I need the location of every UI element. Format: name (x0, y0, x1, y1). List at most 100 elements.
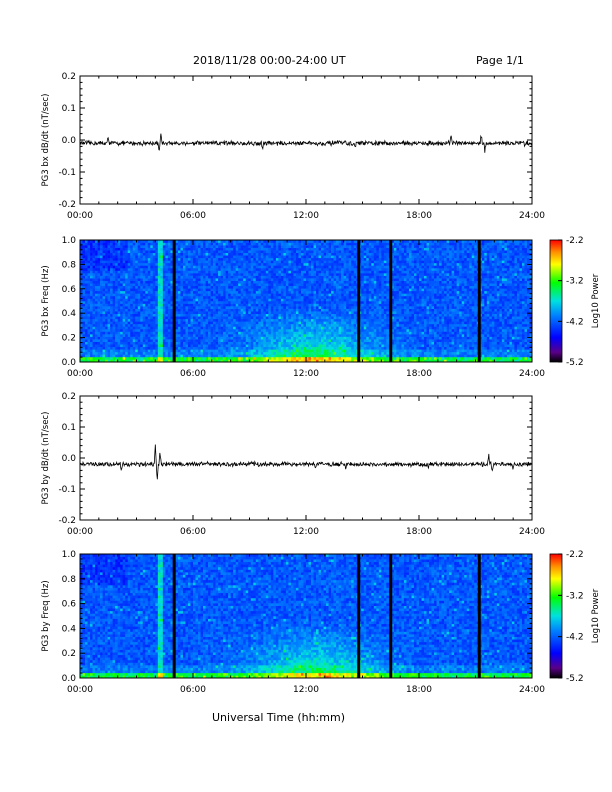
heatmap-cell (253, 270, 257, 274)
heatmap-cell (298, 323, 302, 327)
heatmap-cell (230, 301, 234, 304)
heatmap-cell (253, 267, 257, 271)
heatmap-cell (316, 265, 319, 269)
heatmap-cell (122, 280, 126, 284)
heatmap-cell (170, 280, 174, 284)
heatmap-cell (215, 349, 219, 353)
heatmap-cell (203, 336, 206, 340)
heatmap-cell (102, 303, 106, 307)
heatmap-cell (92, 257, 96, 261)
heatmap-cell (290, 255, 294, 259)
heatmap-cell (333, 275, 337, 279)
heatmap-cell (318, 359, 322, 363)
heatmap-cell (313, 328, 317, 332)
heatmap-cell (165, 270, 169, 274)
heatmap-cell (306, 270, 309, 274)
heatmap-cell (306, 245, 309, 248)
heatmap-cell (248, 270, 252, 274)
heatmap-cell (142, 339, 146, 342)
heatmap-cell (177, 303, 181, 307)
heatmap-cell (140, 273, 144, 276)
heatmap-cell (162, 285, 166, 289)
heatmap-cell (298, 344, 302, 348)
heatmap-cell (145, 339, 149, 342)
heatmap-cell (248, 267, 252, 271)
heatmap-cell (90, 298, 93, 302)
heatmap-cell (326, 278, 329, 281)
heatmap-cell (270, 267, 274, 271)
heatmap-cell (273, 339, 277, 342)
heatmap-cell (180, 344, 184, 348)
heatmap-cell (110, 344, 113, 348)
heatmap-cell (285, 311, 289, 315)
heatmap-cell (300, 316, 304, 320)
heatmap-cell (228, 260, 231, 264)
heatmap-cell (127, 257, 131, 261)
heatmap-cell (110, 323, 113, 327)
heatmap-cell (145, 295, 149, 299)
heatmap-cell (127, 344, 131, 348)
heatmap-cell (233, 316, 236, 320)
heatmap-cell (318, 293, 322, 297)
heatmap-cell (180, 295, 184, 299)
heatmap-cell (228, 336, 231, 340)
heatmap-cell (160, 293, 164, 297)
heatmap-cell (248, 275, 252, 279)
heatmap-cell (198, 328, 201, 332)
heatmap-cell (331, 240, 334, 243)
heatmap-cell (160, 308, 164, 312)
heatmap-cell (278, 346, 282, 350)
heatmap-cell (82, 247, 86, 251)
heatmap-cell (326, 318, 329, 322)
heatmap-cell (278, 242, 282, 246)
heatmap-cell (117, 295, 121, 299)
heatmap-cell (198, 351, 201, 355)
heatmap-cell (122, 323, 126, 327)
heatmap-cell (117, 331, 121, 335)
heatmap-cell (233, 359, 236, 363)
heatmap-cell (97, 321, 101, 325)
heatmap-cell (283, 346, 287, 350)
heatmap-cell (152, 275, 156, 279)
heatmap-cell (268, 298, 272, 302)
heatmap-cell (260, 242, 264, 246)
heatmap-cell (155, 265, 159, 269)
heatmap-cell (298, 313, 302, 317)
heatmap-cell (170, 283, 174, 287)
heatmap-cell (245, 257, 249, 261)
heatmap-cell (265, 328, 269, 332)
heatmap-cell (155, 283, 159, 287)
heatmap-cell (97, 336, 101, 340)
heatmap-cell (140, 252, 144, 256)
heatmap-cell (110, 306, 113, 309)
heatmap-cell (112, 331, 116, 335)
heatmap-cell (306, 318, 309, 322)
heatmap-cell (290, 356, 294, 360)
heatmap-cell (177, 298, 181, 302)
heatmap-cell (167, 278, 171, 281)
heatmap-cell (316, 344, 319, 348)
heatmap-cell (150, 283, 154, 287)
x-tick-label: 06:00 (180, 211, 206, 221)
heatmap-cell (213, 298, 216, 302)
heatmap-cell (105, 341, 108, 345)
heatmap-cell (215, 280, 219, 284)
heatmap-cell (208, 341, 211, 345)
heatmap-cell (180, 339, 184, 342)
heatmap-cell (160, 278, 164, 281)
heatmap-cell (323, 257, 327, 261)
heatmap-cell (117, 293, 121, 297)
heatmap-cell (195, 265, 199, 269)
heatmap-cell (205, 344, 209, 348)
heatmap-cell (102, 351, 106, 355)
heatmap-cell (167, 247, 171, 251)
heatmap-cell (157, 293, 161, 297)
heatmap-cell (288, 298, 292, 302)
heatmap-cell (150, 334, 154, 337)
heatmap-cell (311, 278, 314, 281)
heatmap-cell (105, 359, 108, 363)
heatmap-cell (318, 250, 322, 254)
heatmap-cell (253, 306, 257, 309)
heatmap-cell (92, 301, 96, 304)
heatmap-cell (238, 354, 242, 358)
